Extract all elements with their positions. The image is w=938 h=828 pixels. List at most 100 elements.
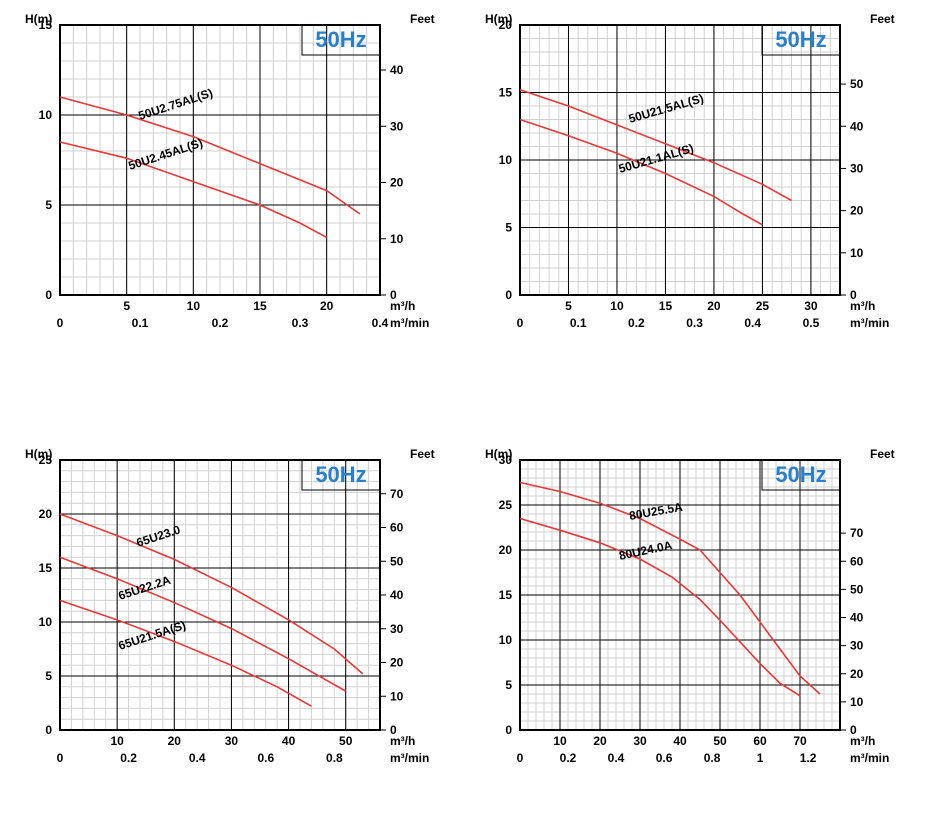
svg-text:0.1: 0.1	[570, 316, 587, 330]
svg-text:0: 0	[505, 723, 512, 737]
svg-text:20: 20	[707, 299, 721, 313]
svg-text:15: 15	[499, 588, 513, 602]
hz-label: 50Hz	[315, 27, 366, 52]
series-curve	[60, 557, 346, 691]
svg-text:40: 40	[850, 611, 864, 625]
hz-label: 50Hz	[775, 27, 826, 52]
pump-curve-chart-2: 0102030405060700510152025102030405000.20…	[10, 440, 450, 770]
svg-text:5: 5	[505, 678, 512, 692]
svg-text:20: 20	[390, 656, 404, 670]
y-left-unit: H(m)	[485, 447, 512, 461]
svg-text:40: 40	[673, 734, 687, 748]
svg-text:0.4: 0.4	[744, 316, 761, 330]
svg-text:10: 10	[610, 299, 624, 313]
left-axis: 051015202530	[499, 453, 513, 737]
svg-text:60: 60	[753, 734, 767, 748]
y-right-unit: Feet	[410, 12, 435, 26]
svg-text:40: 40	[282, 734, 296, 748]
svg-text:5: 5	[565, 299, 572, 313]
svg-text:0.6: 0.6	[257, 751, 274, 765]
x-bottom-axis: 00.20.40.60.8	[57, 751, 343, 765]
svg-text:0: 0	[57, 316, 64, 330]
svg-text:10: 10	[499, 633, 513, 647]
svg-text:10: 10	[39, 108, 53, 122]
svg-text:30: 30	[804, 299, 818, 313]
right-axis: 010203040506070	[840, 526, 864, 737]
right-axis: 01020304050	[840, 77, 864, 302]
x-top-axis: 10203040506070	[553, 734, 807, 748]
svg-text:70: 70	[390, 487, 404, 501]
series-label: 65U23.0	[135, 522, 183, 549]
y-right-unit: Feet	[870, 12, 895, 26]
svg-text:1.2: 1.2	[800, 751, 817, 765]
svg-text:30: 30	[850, 161, 864, 175]
x-bottom-axis: 00.10.20.30.4	[57, 316, 389, 330]
svg-text:10: 10	[553, 734, 567, 748]
svg-text:0.3: 0.3	[686, 316, 703, 330]
svg-text:0: 0	[505, 288, 512, 302]
x-bottom-axis: 00.20.40.60.811.2	[517, 751, 817, 765]
svg-text:5: 5	[505, 221, 512, 235]
hz-label: 50Hz	[315, 462, 366, 487]
svg-text:1: 1	[757, 751, 764, 765]
svg-text:20: 20	[168, 734, 182, 748]
pump-curve-chart-0: 010203040051015510152000.10.20.30.4H(m)F…	[10, 5, 450, 335]
svg-text:0: 0	[517, 316, 524, 330]
svg-text:30: 30	[390, 622, 404, 636]
svg-text:30: 30	[633, 734, 647, 748]
svg-text:10: 10	[850, 695, 864, 709]
svg-text:10: 10	[110, 734, 124, 748]
svg-text:0.8: 0.8	[704, 751, 721, 765]
svg-text:40: 40	[390, 588, 404, 602]
svg-text:5: 5	[45, 669, 52, 683]
svg-text:0: 0	[45, 288, 52, 302]
x-top-axis: 51015202530	[565, 299, 818, 313]
svg-text:10: 10	[187, 299, 201, 313]
left-axis: 0510152025	[39, 453, 53, 737]
svg-text:0.3: 0.3	[292, 316, 309, 330]
pump-curve-chart-3: 0102030405060700510152025301020304050607…	[470, 440, 910, 770]
svg-text:0: 0	[517, 751, 524, 765]
svg-text:70: 70	[793, 734, 807, 748]
svg-text:50: 50	[713, 734, 727, 748]
svg-text:0.4: 0.4	[372, 316, 389, 330]
svg-text:0: 0	[57, 751, 64, 765]
svg-text:70: 70	[850, 526, 864, 540]
svg-text:20: 20	[320, 299, 334, 313]
svg-text:15: 15	[39, 561, 53, 575]
left-axis: 05101520	[499, 18, 513, 302]
svg-text:0.2: 0.2	[628, 316, 645, 330]
svg-text:10: 10	[390, 689, 404, 703]
svg-text:60: 60	[390, 521, 404, 535]
svg-text:0.5: 0.5	[803, 316, 820, 330]
pump-curve-chart-1: 01020304050051015205101520253000.10.20.3…	[470, 5, 910, 335]
x-top-unit: m³/h	[850, 734, 875, 748]
svg-text:30: 30	[850, 639, 864, 653]
svg-text:40: 40	[390, 63, 404, 77]
svg-text:15: 15	[659, 299, 673, 313]
series-label: 50U21.5AL(S)	[627, 91, 705, 126]
svg-text:10: 10	[850, 246, 864, 260]
svg-text:0.6: 0.6	[656, 751, 673, 765]
svg-text:40: 40	[850, 119, 864, 133]
svg-text:0.4: 0.4	[189, 751, 206, 765]
y-left-unit: H(m)	[25, 12, 52, 26]
hz-label: 50Hz	[775, 462, 826, 487]
svg-text:30: 30	[390, 119, 404, 133]
y-right-unit: Feet	[870, 447, 895, 461]
x-bottom-unit: m³/min	[850, 316, 889, 330]
x-top-axis: 10 20 30 40 50	[110, 734, 352, 748]
series-label: 50U2.75AL(S)	[137, 86, 215, 123]
x-bottom-unit: m³/min	[850, 751, 889, 765]
svg-text:0: 0	[45, 723, 52, 737]
svg-text:5: 5	[123, 299, 130, 313]
svg-text:20: 20	[499, 543, 513, 557]
x-top-unit: m³/h	[850, 299, 875, 313]
y-left-unit: H(m)	[485, 12, 512, 26]
y-right-unit: Feet	[410, 447, 435, 461]
svg-text:5: 5	[45, 198, 52, 212]
svg-text:30: 30	[225, 734, 239, 748]
svg-text:15: 15	[499, 86, 513, 100]
svg-text:50: 50	[339, 734, 353, 748]
svg-text:0.4: 0.4	[608, 751, 625, 765]
